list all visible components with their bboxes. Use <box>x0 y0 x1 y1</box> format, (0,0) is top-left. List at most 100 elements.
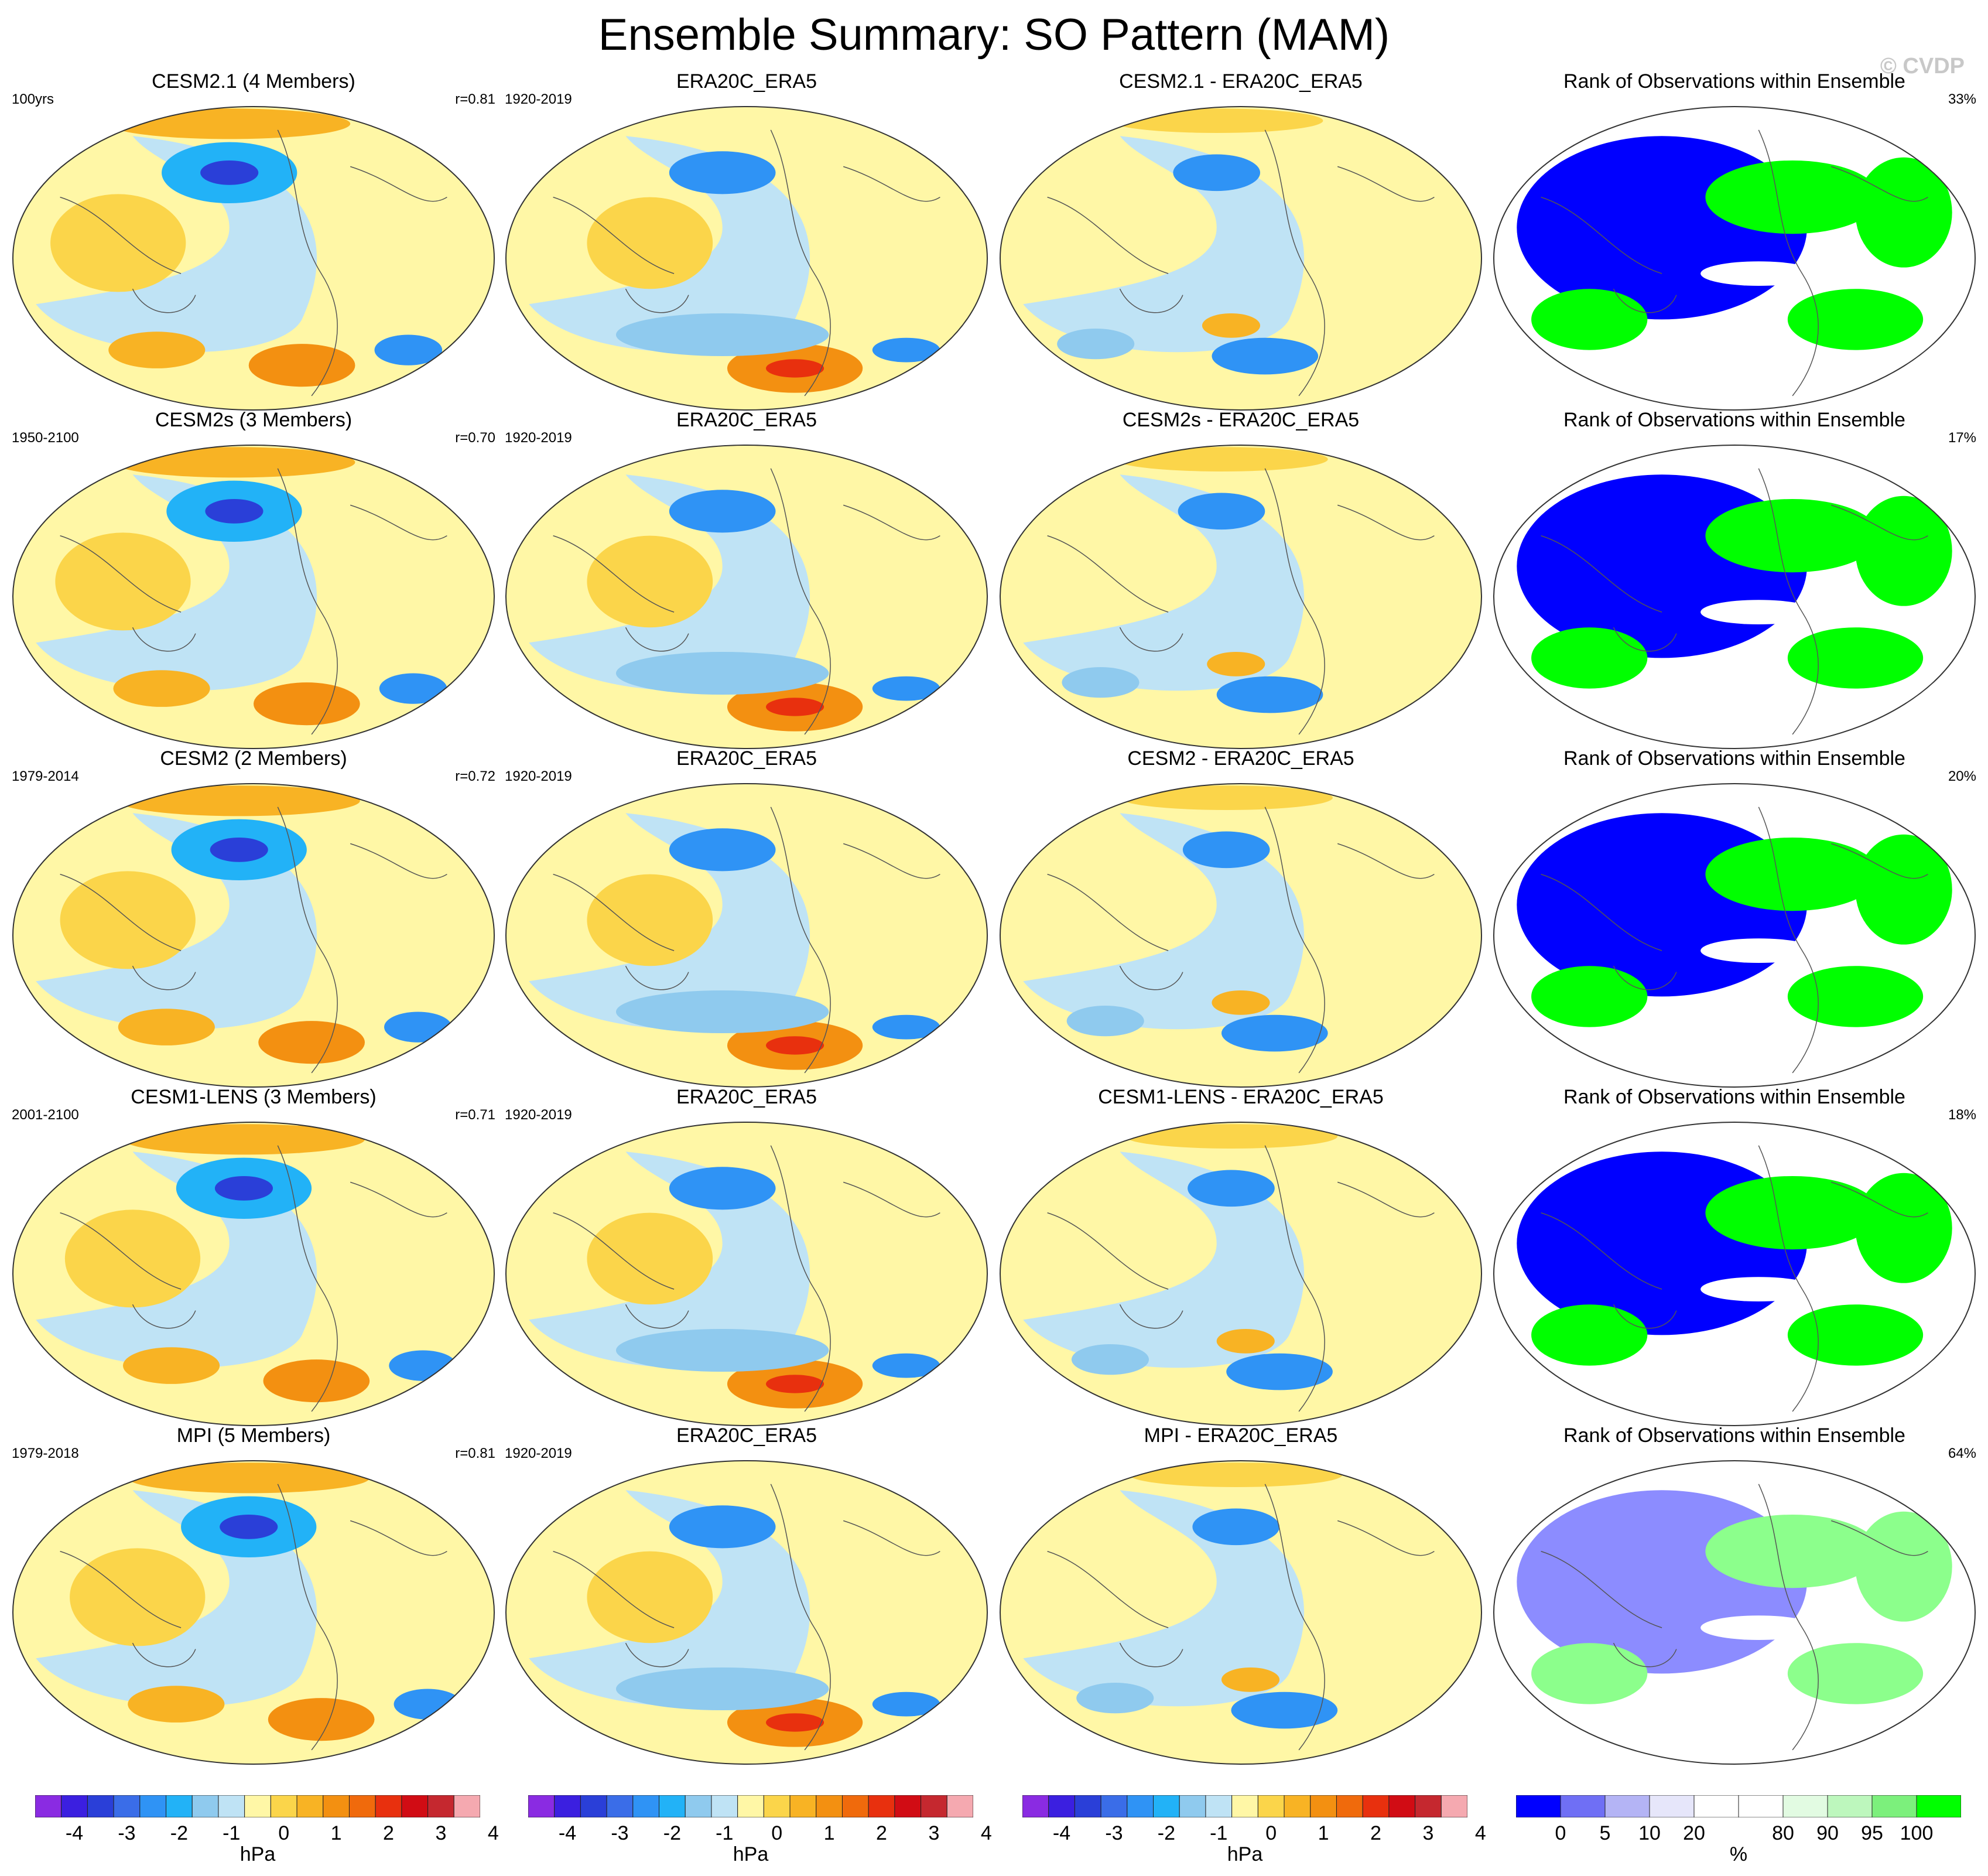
contour-region-0 <box>669 1505 776 1549</box>
negative-anomaly-region <box>1023 136 1305 353</box>
pct-colorbar-unit-label: % <box>1729 1843 1748 1865</box>
hpa-colorbar-3-bar <box>1022 1795 1467 1817</box>
colorbar-swatch <box>1231 1795 1258 1817</box>
colorbar-tick-label: -2 <box>1157 1822 1175 1844</box>
contour-region-5 <box>374 334 443 365</box>
contour-region-1 <box>587 874 713 966</box>
map-row5-obs <box>505 1460 988 1765</box>
colorbar-swatch <box>816 1795 843 1817</box>
pattern-correlation-label: r=0.71 <box>455 1107 495 1123</box>
colorbar-swatch <box>1336 1795 1363 1817</box>
contour-region-4 <box>872 676 940 701</box>
coastline <box>1541 1484 1928 1751</box>
contour-region-1 <box>587 1212 713 1305</box>
contour-region-3 <box>118 1009 215 1045</box>
obs-period-label: 1920-2019 <box>505 91 572 107</box>
colorbar-swatch <box>946 1795 973 1817</box>
colorbar-swatch <box>1560 1795 1606 1817</box>
colorbar-tick-label: 100 <box>1900 1822 1934 1844</box>
colorbar-swatch <box>166 1795 193 1817</box>
colorbar-tick-label: -3 <box>118 1822 136 1844</box>
contour-region-4 <box>872 1692 940 1717</box>
rank-panel-title: Rank of Observations within Ensemble <box>1563 409 1905 431</box>
pattern-correlation-label: r=0.81 <box>455 91 495 107</box>
colorbar-swatch <box>87 1795 114 1817</box>
colorbar-swatch <box>1649 1795 1695 1817</box>
contour-region-1 <box>1202 313 1261 338</box>
rank-panel-title: Rank of Observations within Ensemble <box>1563 747 1905 770</box>
map-row4-diff <box>1000 1122 1482 1426</box>
colorbar-swatch <box>139 1795 167 1817</box>
contour-region-2 <box>1531 627 1648 689</box>
map-outline <box>505 106 988 411</box>
coastline <box>1047 1484 1435 1751</box>
pattern-correlation-label: r=0.81 <box>455 1446 495 1461</box>
contour-region-5 <box>615 1667 829 1711</box>
coastline <box>553 129 940 397</box>
obs-period-label: 1920-2019 <box>505 1446 572 1461</box>
map-outline <box>505 783 988 1088</box>
obs-panel-title: ERA20C_ERA5 <box>676 1424 817 1447</box>
coastline <box>553 1484 940 1751</box>
colorbar-tick-label: -3 <box>1105 1822 1123 1844</box>
contour-region-4 <box>1855 1173 1952 1283</box>
rank-percent-label: 33% <box>1948 91 1976 107</box>
obs-panel-title: ERA20C_ERA5 <box>676 70 817 93</box>
contour-region-2 <box>70 1548 206 1646</box>
colorbar-tick-label: -2 <box>663 1822 681 1844</box>
colorbar-swatch <box>1827 1795 1873 1817</box>
coastline <box>553 1145 940 1412</box>
contour-region-3 <box>113 670 210 707</box>
colorbar-swatch <box>1604 1795 1650 1817</box>
map-row1-obs <box>505 106 988 411</box>
contour-region-2 <box>60 871 196 969</box>
contour-region-3 <box>1787 289 1924 350</box>
colorbar-tick-label: 0 <box>1265 1822 1277 1844</box>
contour-region-3 <box>128 1686 225 1723</box>
contour-region-3 <box>1787 966 1924 1027</box>
colorbar-swatch <box>1048 1795 1075 1817</box>
colorbar-swatch <box>244 1795 271 1817</box>
rank-panel-title: Rank of Observations within Ensemble <box>1563 70 1905 93</box>
coastline <box>1047 1145 1435 1412</box>
contour-region-0 <box>1188 1170 1275 1207</box>
coastline <box>60 807 447 1074</box>
colorbar-swatch <box>296 1795 324 1817</box>
colorbar-tick-label: 0 <box>278 1822 290 1844</box>
colorbar-swatch <box>1100 1795 1128 1817</box>
contour-region-3 <box>1076 1683 1154 1714</box>
model-panel-title: CESM2 (2 Members) <box>160 747 347 770</box>
model-panel-title: MPI (5 Members) <box>176 1424 331 1447</box>
colorbar-swatch <box>1310 1795 1337 1817</box>
contour-region-0 <box>669 151 776 194</box>
rank-percent-label: 17% <box>1948 430 1976 446</box>
map-row3-rank <box>1493 783 1976 1088</box>
colorbar-swatch <box>1388 1795 1416 1817</box>
colorbar-swatch <box>453 1795 480 1817</box>
colorbar-tick-label: 4 <box>1474 1822 1486 1844</box>
contour-region-5 <box>389 1350 457 1381</box>
map-outline <box>1000 445 1482 749</box>
colorbar-tick-label: 2 <box>876 1822 887 1844</box>
contour-region-4 <box>1855 834 1952 945</box>
model-period-label: 2001-2100 <box>12 1107 79 1123</box>
model-panel-title: CESM2.1 (4 Members) <box>152 70 355 93</box>
colorbar-swatch <box>401 1795 429 1817</box>
coastline <box>553 468 940 735</box>
rank-percent-label: 18% <box>1948 1107 1976 1123</box>
pattern-correlation-label: r=0.72 <box>455 768 495 784</box>
colorbar-tick-label: -2 <box>170 1822 188 1844</box>
colorbar-swatch <box>1415 1795 1442 1817</box>
contour-region-5 <box>1700 1277 1817 1301</box>
contour-region-6 <box>113 447 355 478</box>
map-outline <box>1493 783 1976 1088</box>
contour-region-5 <box>384 1012 452 1043</box>
contour-region-4 <box>1855 157 1952 268</box>
colorbar-swatch <box>1782 1795 1828 1817</box>
contour-region-3 <box>1071 1344 1149 1375</box>
colorbar-tick-label: 4 <box>980 1822 992 1844</box>
map-row5-model <box>12 1460 495 1765</box>
contour-region-2 <box>1212 337 1319 375</box>
pct-colorbar-bar <box>1516 1795 1961 1817</box>
coastline <box>1047 129 1435 397</box>
